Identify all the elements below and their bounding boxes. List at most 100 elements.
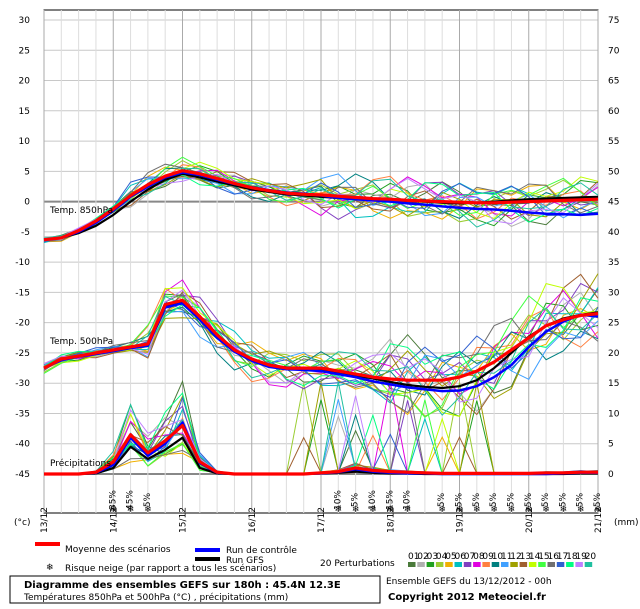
snow-risk-percent: 5%	[472, 492, 482, 507]
perturbation-line-t850	[43, 161, 599, 241]
perturbation-line-t500	[43, 273, 599, 400]
perturbation-line-t500	[43, 292, 599, 414]
snowflake-icon: ❄	[369, 505, 377, 515]
snow-risk-percent: 5%	[524, 492, 534, 507]
section-label-t850: Temp. 850hPa	[49, 206, 113, 216]
snow-risk-percent: 10%	[403, 490, 413, 510]
main-series-lines	[43, 169, 599, 476]
pert-legend-number: 11	[501, 552, 512, 562]
pert-legend-swatch	[426, 562, 435, 567]
snowflake-icon: ❄	[127, 505, 135, 515]
pert-legend-swatch	[519, 562, 528, 567]
snow-risk-percent: 10%	[368, 490, 378, 510]
pert-legend-number: 02	[417, 552, 428, 562]
pert-legend-swatch	[510, 562, 518, 567]
pert-legend-swatch	[408, 562, 416, 567]
pert-legend-number: 13	[520, 552, 531, 562]
y-right-tick-label: 70	[608, 46, 620, 56]
perturbation-line-t500	[43, 295, 599, 416]
x-date-label: 16/12	[248, 507, 258, 533]
pert-legend-swatch	[528, 562, 537, 567]
y-right-tick-label: 75	[608, 16, 619, 26]
pert-legend-number: 07	[464, 552, 475, 562]
y-left-tick-label: 0	[24, 198, 30, 208]
y-left-unit: (°c)	[14, 518, 30, 528]
y-right-tick-label: 20	[608, 349, 620, 359]
x-date-label: 21/12	[594, 507, 604, 533]
snowflake-icon: ❄	[456, 505, 464, 515]
snowflake-icon: ❄	[542, 505, 550, 515]
x-date-label: 17/12	[317, 507, 327, 533]
snowflake-icon: ❄	[438, 505, 446, 515]
snow-risk-percent: 5%	[143, 492, 153, 507]
pert-legend-number: 10	[492, 552, 504, 562]
snow-risk-percent: 5%	[558, 492, 568, 507]
pert-legend-swatch	[556, 562, 565, 567]
pert-legend-number: 06	[455, 552, 467, 562]
snowflake-icon: ❄	[473, 505, 481, 515]
pert-legend-number: 01	[408, 552, 419, 562]
pert-legend-swatch	[547, 562, 555, 567]
snowflake-icon: ❄	[508, 505, 516, 515]
y-right-tick-label: 30	[608, 288, 620, 298]
pert-legend-number: 03	[427, 552, 438, 562]
y-right-tick-label: 35	[608, 258, 619, 268]
pert-legend-number: 04	[436, 552, 448, 562]
pert-legend-swatch	[538, 562, 546, 567]
snow-risk-percent: 5%	[351, 492, 361, 507]
legend: Moyenne des scénarios Run de contrôle Ru…	[35, 542, 596, 574]
snowflake-icon: ❄	[577, 505, 585, 515]
run-info: Ensemble GEFS du 13/12/2012 - 00h	[386, 577, 552, 587]
y-right-unit: (mm)	[614, 518, 639, 528]
snow-risk-percent: 10%	[333, 490, 343, 510]
pert-legend-swatch	[501, 562, 509, 567]
snow-risk-percent: 5%	[437, 492, 447, 507]
mean-line-t500	[43, 298, 599, 382]
y-left-tick-label: -45	[15, 470, 30, 480]
pert-legend-swatch	[445, 562, 453, 567]
snow-risk-percent: 5%	[541, 492, 551, 507]
y-left-tick-label: -25	[15, 349, 30, 359]
section-label-precip: Précipitations	[50, 458, 111, 469]
pert-legend-number: 15	[538, 552, 549, 562]
legend-pert-label: 20 Perturbations	[320, 559, 395, 569]
pert-legend-swatch	[575, 562, 583, 567]
y-left-tick-label: -15	[15, 288, 30, 298]
snowflake-icon: ❄	[594, 505, 602, 515]
chart-title: Diagramme des ensembles GEFS sur 180h : …	[24, 580, 341, 591]
pert-legend-swatch	[473, 562, 481, 567]
pert-legend-number: 05	[445, 552, 456, 562]
pert-legend-swatch	[463, 562, 472, 567]
pert-legend-number: 18	[566, 552, 578, 562]
section-label-t500: Temp. 500hPa	[49, 337, 113, 347]
pert-legend-number: 16	[548, 552, 560, 562]
perturbation-line-t850	[43, 170, 599, 243]
snowflake-icon: ❄	[404, 505, 412, 515]
snow-risk-percent: 5%	[593, 492, 603, 507]
snow-risk-percent: 5%	[489, 492, 499, 507]
snow-risk-percent: 45%	[126, 490, 136, 510]
copyright: Copyright 2012 Meteociel.fr	[388, 592, 546, 603]
pert-legend-swatch	[566, 562, 574, 567]
x-date-label: 18/12	[386, 507, 396, 533]
snowflake-icon: ❄	[525, 505, 533, 515]
y-right-tick-label: 60	[608, 107, 620, 117]
perturbation-line-t500	[43, 306, 599, 396]
snow-risk-percent: 15%	[385, 490, 395, 510]
y-right-tick-label: 0	[608, 470, 614, 480]
x-date-label: 20/12	[525, 507, 535, 533]
x-date-label: 19/12	[456, 507, 466, 533]
y-left-tick-label: 30	[19, 16, 31, 26]
snow-risk-percent: 35%	[108, 490, 118, 510]
y-left-tick-label: -30	[15, 379, 30, 389]
chart-subtitle: Températures 850hPa et 500hPa (°C) , pré…	[23, 592, 288, 603]
perturbation-line-t850	[43, 174, 599, 238]
y-left-tick-label: 5	[24, 167, 30, 177]
perturbation-line-t500	[43, 295, 599, 418]
pert-legend-swatch	[482, 562, 490, 567]
legend-control-label: Run de contrôle	[226, 545, 297, 556]
perturbation-line-t850	[43, 163, 599, 242]
y-left-tick-label: -40	[15, 440, 30, 450]
